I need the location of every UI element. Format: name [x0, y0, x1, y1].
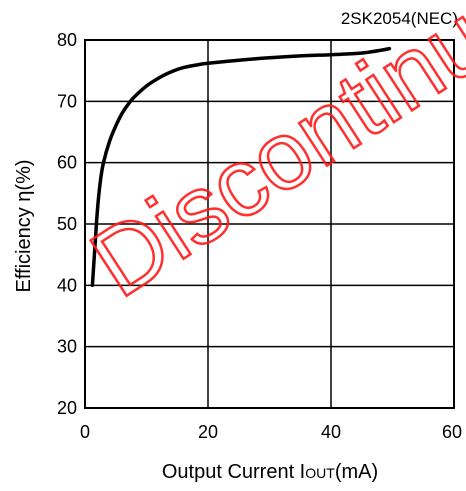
y-axis-label: Efficiency η(%)	[13, 159, 35, 292]
efficiency-curve	[90, 46, 392, 288]
discontinued-watermark: Discontinued	[73, 0, 466, 318]
x-tick-label: 40	[321, 422, 341, 442]
x-axis-label-main: Output Current I	[162, 461, 305, 483]
x-axis-label-subscript: OUT	[305, 465, 335, 481]
x-axis-label: Output Current IOUT(mA)	[162, 461, 378, 483]
x-axis-label-unit: (mA)	[335, 461, 378, 483]
y-tick-label: 80	[57, 30, 77, 50]
y-tick-label: 70	[57, 91, 77, 111]
series-layer	[90, 46, 392, 288]
y-tick-label: 40	[57, 275, 77, 295]
chart-subtitle: 2SK2054(NEC)	[341, 9, 458, 28]
x-tick-label: 0	[80, 422, 90, 442]
y-tick-label: 20	[57, 398, 77, 418]
x-tick-label: 20	[198, 422, 218, 442]
y-tick-label: 50	[57, 214, 77, 234]
y-tick-label: 60	[57, 153, 77, 173]
grid	[84, 39, 455, 409]
y-tick-label: 30	[57, 337, 77, 357]
x-tick-label: 60	[442, 422, 462, 442]
